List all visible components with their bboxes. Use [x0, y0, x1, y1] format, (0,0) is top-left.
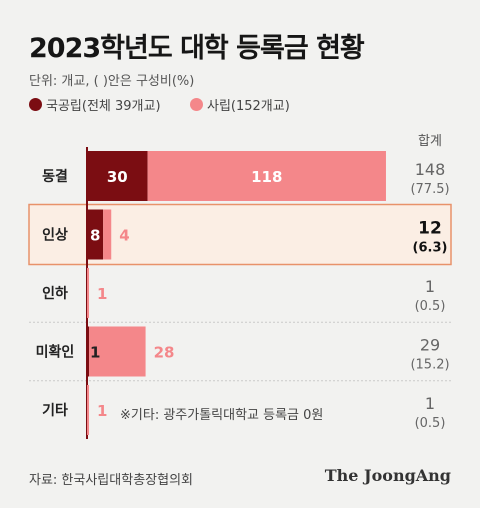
- total-value: 1: [425, 277, 435, 296]
- share-value: (6.3): [413, 241, 448, 256]
- bar-private: [103, 209, 112, 260]
- value-label-private: 118: [251, 168, 282, 186]
- value-label-private: 28: [154, 344, 175, 362]
- bar-private: [87, 268, 90, 318]
- footnote: ※기타: 광주가톨릭대학교 등록금 0원: [120, 408, 324, 423]
- bar-private: [147, 151, 386, 201]
- total-header: 합계: [418, 134, 442, 149]
- share-value: (0.5): [415, 299, 446, 314]
- value-label-national: 30: [107, 168, 128, 186]
- category-label: 동결: [42, 168, 68, 185]
- chart-title: 2023학년도 대학 등록금 현황: [29, 33, 365, 64]
- legend-label-private: 사립(152개교): [207, 99, 290, 114]
- brand-logo: The JoongAng: [324, 466, 451, 485]
- total-value: 148: [415, 160, 446, 179]
- category-label: 인하: [42, 285, 68, 302]
- category-label: 인상: [42, 227, 68, 244]
- legend-swatch-private: [190, 98, 203, 111]
- bar-private: [89, 326, 146, 377]
- bar-national: [87, 326, 90, 377]
- share-value: (0.5): [415, 416, 446, 431]
- category-label: 기타: [42, 403, 68, 419]
- bar-national: [87, 151, 148, 201]
- source-credit: 자료: 한국사립대학총장협의회: [29, 473, 193, 488]
- share-value: (15.2): [410, 358, 449, 373]
- value-label-private: 1: [97, 402, 107, 420]
- value-label-private: 4: [119, 227, 129, 245]
- bar-national: [87, 209, 104, 260]
- category-label: 미확인: [36, 344, 75, 361]
- bar-private: [87, 385, 90, 435]
- legend-item-national: 국공립(전체 39개교): [29, 95, 161, 114]
- total-value: 1: [425, 394, 435, 413]
- total-value: 12: [418, 219, 442, 239]
- value-label-national: 8: [90, 227, 100, 245]
- value-label-private: 1: [97, 285, 107, 303]
- legend-label-national: 국공립(전체 39개교): [46, 99, 161, 114]
- value-label-national: 1: [90, 344, 100, 362]
- legend-item-private: 사립(152개교): [190, 95, 290, 114]
- total-value: 29: [420, 336, 440, 355]
- legend-swatch-national: [29, 98, 42, 111]
- unit-note: 단위: 개교, ( )안은 구성비(%): [29, 74, 195, 89]
- share-value: (77.5): [410, 182, 449, 197]
